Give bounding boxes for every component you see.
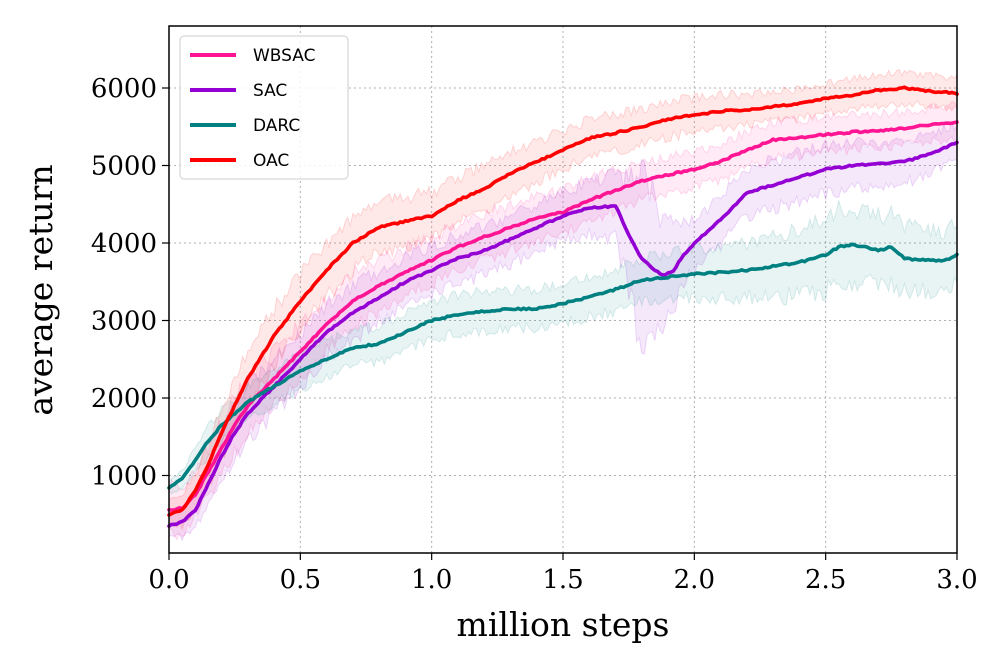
x-tick-label: 3.0 [936,565,977,595]
y-tick-label: 3000 [91,307,157,337]
series-lines [167,85,959,528]
y-tick-label: 2000 [91,384,157,414]
y-tick-label: 5000 [91,152,157,182]
x-tick-label: 0.0 [148,565,189,595]
axis-ticks: 0.0 0.5 1.0 1.5 2.0 2.5 3.0 1000 2000 3000 4000 500… [91,74,978,595]
legend-label-darc: DARC [253,116,300,136]
series-line-sac [167,140,959,528]
x-tick-label: 1.5 [542,565,583,595]
legend-label-sac: SAC [253,81,287,101]
series-line-darc [167,242,959,490]
x-tick-label: 0.5 [280,565,321,595]
legend-label-oac: OAC [253,151,289,171]
x-tick-label: 2.5 [805,565,846,595]
y-tick-label: 1000 [91,462,157,492]
legend-label-wbsac: WBSAC [253,46,315,66]
y-tick-label: 4000 [91,229,157,259]
series-line-wbsac [167,120,959,512]
y-axis-title: average return [21,164,60,415]
x-tick-label: 2.0 [674,565,715,595]
y-tick-label: 6000 [91,74,157,104]
legend-box [179,35,349,180]
legend: WBSAC SAC DARC OAC [179,35,349,180]
x-axis-title: million steps [457,605,670,644]
series-line-oac [167,85,959,517]
x-tick-label: 1.0 [411,565,452,595]
